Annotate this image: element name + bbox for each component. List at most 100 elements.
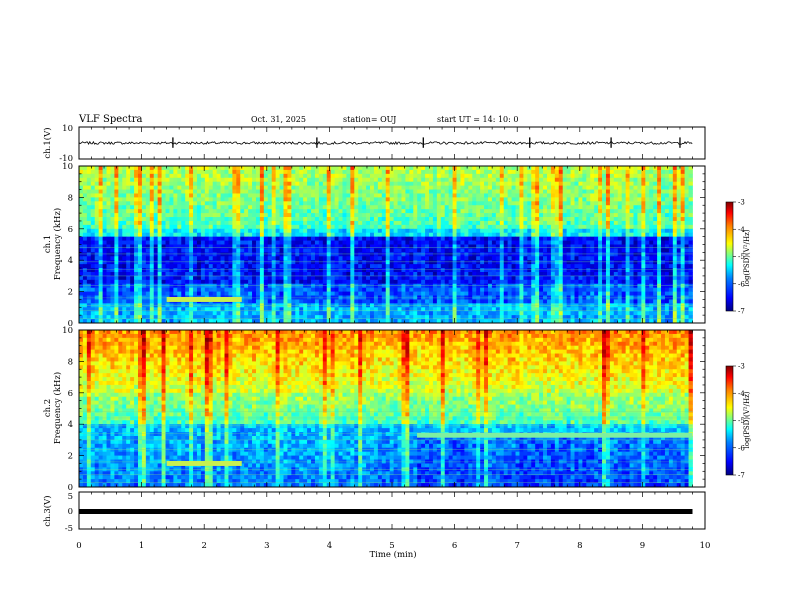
spectrogram-cell [460,181,465,187]
spectrogram-cell [389,244,394,249]
spectrogram-cell [252,228,257,234]
spectrogram-cell [605,220,611,226]
spectrogram-cell [684,193,689,198]
spectrogram-cell [322,189,328,194]
spectrogram-cell [334,197,339,202]
spectrogram-cell [487,166,493,171]
spectrogram-cell [82,181,88,187]
spectrogram-cell [425,260,430,265]
spectrogram-cell [578,224,583,230]
spectrogram-cell [491,189,497,194]
spectrogram-cell [476,193,481,198]
spectrogram-cell [134,287,139,293]
spectrogram-cell [649,213,654,218]
spectrogram-cell [322,264,328,269]
spectrogram-cell [653,181,658,187]
spectrogram-cell [613,264,619,269]
spectrogram-cell [259,236,265,241]
spectrogram-cell [228,275,233,281]
spectrogram-cell [570,248,575,253]
spectrogram-cell [558,224,564,230]
spectrogram-cell [322,256,328,261]
spectrogram-cell [421,209,426,214]
spectrogram-cell [102,189,107,194]
spectrogram-cell [456,248,461,253]
spectrogram-cell [649,252,654,257]
spectrogram-cell [637,193,642,198]
spectrogram-cell [248,252,253,257]
spectrogram-cell [259,283,265,289]
spectrogram-cell [657,279,662,285]
spectrogram-cell [149,224,155,230]
spectrogram-cell [358,197,363,202]
spectrogram-cell [334,268,339,273]
spectrogram-cell [177,275,182,281]
spectrogram-cell [303,185,308,190]
spectrogram-cell [539,252,544,257]
spectrogram-cell [413,169,418,175]
spectrogram-cell [275,220,280,226]
spectrogram-cell [193,271,198,277]
spectrogram-cell [554,224,560,230]
spectrogram-cell [271,193,277,198]
spectrogram-cell [193,166,198,171]
spectrogram-cell [102,193,107,198]
spectrogram-cell [259,166,265,171]
spectrogram-cell [220,166,225,171]
spectrogram-cell [122,244,127,249]
spectrogram-cell [657,264,662,269]
spectrogram-cell [153,252,159,257]
spectrogram-cell [617,177,623,183]
spectrogram-cell [114,283,119,289]
spectrogram-cell [122,220,127,226]
spectrogram-cell [366,181,371,187]
spectrogram-cell [366,217,371,222]
spectrogram-cell [165,228,170,234]
spectrogram-cell [649,232,654,238]
spectrogram-cell [366,283,371,289]
spectrogram-cell [535,169,540,175]
spectrogram-cell [366,228,371,234]
spectrogram-cell [79,224,84,230]
spectrogram-cell [263,252,269,257]
spectrogram-cell [82,268,88,273]
spectrogram-cell [79,252,84,257]
spectrogram-cell [641,252,646,257]
spectrogram-cell [657,197,662,202]
spectrogram-cell [570,197,575,202]
spectrogram-cell [196,268,202,273]
spectrogram-cell [684,264,689,269]
spectrogram-cell [216,169,221,175]
spectrogram-cell [224,213,229,218]
spectrogram-cell [224,287,229,293]
spectrogram-cell [657,217,662,222]
spectrogram-cell [94,173,100,179]
spectrogram-cell [425,224,430,230]
spectrogram-cell [283,252,288,257]
spectrogram-cell [570,193,575,198]
spectrogram-cell [491,240,497,245]
spectrogram-cell [476,166,481,171]
spectrogram-cell [464,232,469,238]
spectrogram-cell [452,205,457,210]
spectrogram-cell [307,236,312,241]
spectrogram-cell [267,185,273,190]
spectrogram-cell [338,205,343,210]
spectrogram-cell [657,173,662,179]
spectrogram-cell [86,181,92,187]
spectrogram-cell [436,173,442,179]
spectrogram-cell [609,201,615,206]
spectrogram-cell [204,224,210,230]
spectrogram-cell [98,279,103,285]
spectrogram-cell [460,283,465,289]
spectrogram-cell [157,177,162,183]
spectrogram-cell [295,236,300,241]
spectrogram-cell [476,279,481,285]
spectrogram-cell [287,213,292,218]
spectrogram-cell [472,181,477,187]
spectrogram-cell [189,213,194,218]
spectrogram-cell [181,213,186,218]
spectrogram-cell [491,173,497,179]
spectrogram-cell [499,201,505,206]
spectrogram-cell [252,232,257,238]
